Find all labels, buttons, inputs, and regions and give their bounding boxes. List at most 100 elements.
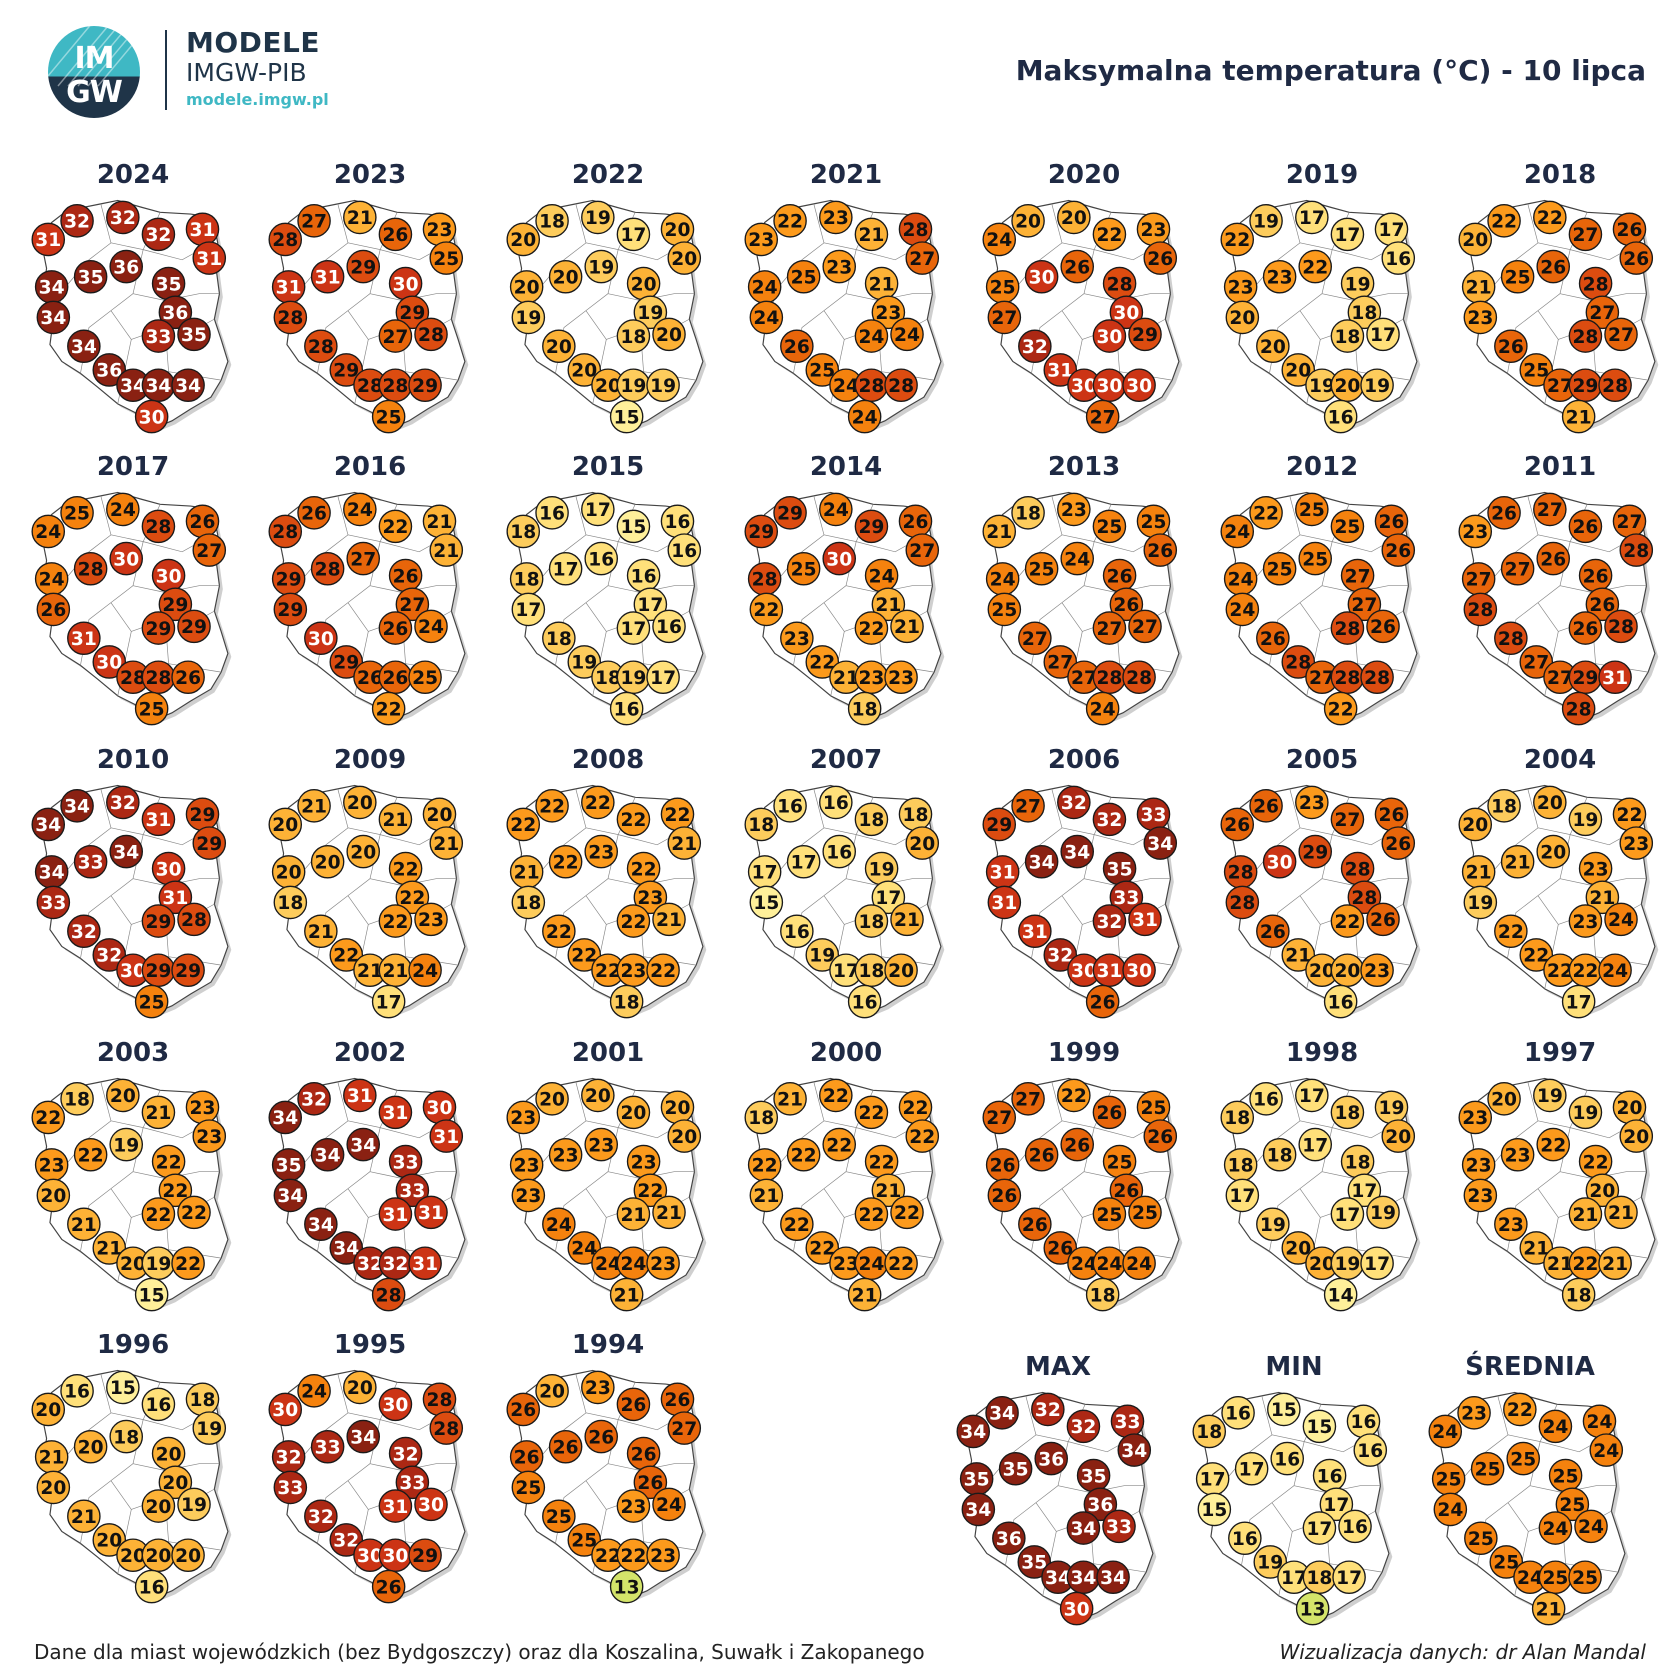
station-marker: 29 [271, 562, 306, 596]
station-marker: 27 [1340, 558, 1375, 593]
station-circle [297, 789, 331, 823]
station-marker: 20 [1225, 300, 1260, 335]
station-marker: 28 [1102, 266, 1137, 301]
station-circle [1066, 1511, 1101, 1545]
station-circle [1225, 300, 1260, 335]
station-circle [343, 1078, 377, 1113]
station-circle [511, 1470, 546, 1505]
station-marker: 19 [584, 249, 618, 284]
station-circle [998, 1451, 1033, 1486]
station-circle [378, 1489, 413, 1523]
station-value: 22 [162, 1181, 188, 1202]
station-marker: 32 [304, 1499, 338, 1534]
station-marker: 19 [1533, 1078, 1567, 1113]
station-value: 26 [1572, 517, 1598, 538]
station-circle [1463, 300, 1498, 335]
station-value: 28 [1351, 888, 1377, 909]
station-circle [1102, 1509, 1136, 1544]
station-circle [667, 826, 702, 860]
station-marker: 25 [408, 660, 442, 694]
station-marker: 29 [854, 509, 889, 544]
station-marker: 16 [847, 984, 882, 1019]
station-marker: 22 [31, 1100, 66, 1135]
station-value: 18 [1090, 1285, 1116, 1306]
station-marker: 31 [343, 1078, 377, 1113]
station-marker: 25 [371, 399, 406, 434]
station-value: 31 [1132, 910, 1158, 931]
station-marker: 20 [1256, 329, 1290, 364]
station-marker: 34 [171, 368, 205, 402]
station-value: 17 [791, 853, 817, 874]
station-value: 22 [35, 1108, 61, 1129]
panel-label: 2002 [333, 1038, 407, 1068]
station-marker: 32 [106, 785, 140, 820]
station-value: 29 [145, 961, 171, 982]
map-panel: 1997 23 20 19 19 20 20 23 23 22 22 23 20 23 21 21 21 21 22… [1442, 1038, 1678, 1328]
station-value: 17 [1229, 1186, 1255, 1207]
station-marker: 19 [192, 1411, 227, 1445]
station-value: 21 [620, 1205, 646, 1226]
station-value: 30 [357, 1546, 383, 1567]
station-circle [1463, 885, 1498, 920]
station-circle [992, 1521, 1026, 1556]
station-marker: 30 [422, 1090, 457, 1125]
station-value: 25 [433, 249, 459, 270]
station-marker: 20 [116, 1246, 150, 1280]
station-circle [871, 295, 906, 330]
station-value: 17 [1364, 1254, 1390, 1275]
station-circle [646, 660, 680, 694]
station-value: 27 [986, 1108, 1012, 1129]
station-value: 16 [1357, 1441, 1383, 1462]
station-marker: 26 [1060, 1127, 1094, 1162]
station-circle [744, 514, 779, 549]
station-value: 24 [1071, 1254, 1097, 1275]
station-circle [1011, 789, 1045, 823]
station-marker: 15 [1302, 1409, 1337, 1444]
station-value: 24 [1064, 549, 1090, 570]
station-value: 32 [333, 1531, 359, 1552]
station-marker: 27 [1085, 399, 1120, 434]
map-panel: 2006 29 27 32 32 33 34 31 34 34 35 31 33 31 32 32 31 30 31… [966, 745, 1202, 1035]
station-value: 28 [427, 1390, 453, 1411]
station-value: 26 [382, 225, 408, 246]
station-marker: 14 [1323, 1277, 1358, 1312]
station-circle [1270, 1441, 1304, 1476]
station-value: 19 [1467, 893, 1493, 914]
station-marker: 23 [581, 1370, 615, 1405]
station-value: 28 [1345, 859, 1371, 880]
station-value: 32 [357, 1254, 383, 1275]
station-value: 17 [1334, 1205, 1360, 1226]
panel-label: 2017 [96, 452, 170, 482]
station-marker: 25 [1128, 1195, 1162, 1230]
station-marker: 24 [1433, 1492, 1468, 1527]
station-marker: 25 [429, 241, 464, 275]
station-value: 29 [986, 815, 1012, 836]
map-panel: 2005 26 26 23 27 26 26 28 30 29 28 28 28 26 22 21 26 20 20… [1204, 745, 1440, 1035]
station-marker: 16 [652, 609, 686, 644]
station-marker: 29 [408, 368, 442, 402]
map-panel: 2023 28 27 21 26 23 25 31 31 29 30 28 29 28 27 29 28 28 28… [252, 160, 488, 450]
station-value: 24 [990, 570, 1016, 591]
station-marker: 18 [1011, 496, 1045, 530]
station-circle [1464, 1521, 1498, 1556]
station-circle [542, 621, 576, 656]
station-marker: 17 [1234, 1451, 1269, 1486]
station-marker: 29 [141, 953, 176, 987]
station-marker: 15 [134, 1277, 169, 1312]
station-value: 34 [272, 1108, 298, 1129]
station-value: 26 [301, 504, 327, 525]
station-marker: 23 [1568, 904, 1603, 938]
station-value: 23 [1364, 961, 1390, 982]
station-circle [1330, 509, 1365, 544]
station-circle [1500, 551, 1535, 586]
station-value: 28 [382, 376, 408, 397]
station-value: 16 [1317, 1466, 1343, 1487]
station-circle [1281, 645, 1316, 679]
station-marker: 34 [31, 807, 66, 842]
station-marker: 32 [378, 1246, 413, 1280]
station-value: 32 [1070, 1417, 1096, 1438]
station-value: 16 [823, 793, 849, 814]
station-circle [273, 1178, 308, 1213]
